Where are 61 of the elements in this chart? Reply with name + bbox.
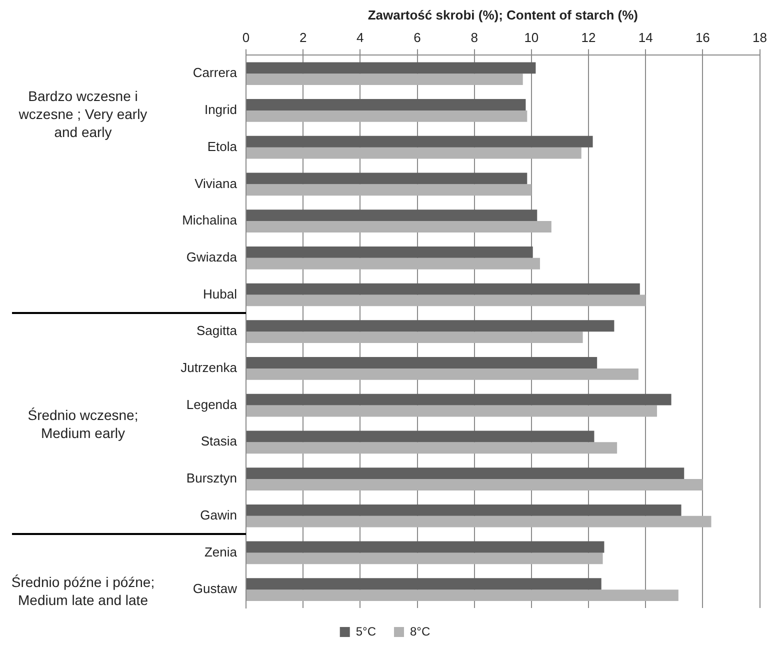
x-tick-label: 8 bbox=[470, 30, 478, 45]
bar bbox=[246, 468, 684, 480]
bar bbox=[246, 62, 536, 74]
x-axis-title: Zawartość skrobi (%); Content of starch (%) bbox=[368, 7, 638, 22]
y-tick-label: Jutrzenka bbox=[180, 360, 238, 376]
y-tick-label: Legenda bbox=[186, 396, 238, 412]
y-tick-label: Hubal bbox=[203, 286, 238, 302]
legend-label: 8°C bbox=[410, 624, 430, 638]
bar bbox=[246, 504, 682, 516]
bar bbox=[246, 221, 552, 232]
bar bbox=[246, 430, 594, 442]
bar bbox=[246, 147, 582, 159]
bar bbox=[246, 184, 532, 196]
bar bbox=[246, 442, 618, 454]
x-tick-label: 14 bbox=[638, 30, 653, 45]
bar bbox=[246, 246, 533, 258]
bar bbox=[246, 74, 523, 86]
legend-label: 5°C bbox=[356, 624, 376, 638]
bar bbox=[246, 99, 526, 110]
y-tick-label: Michalina bbox=[182, 212, 238, 228]
y-tick-label: Gawin bbox=[200, 507, 237, 522]
x-tick-label: 2 bbox=[299, 30, 307, 45]
x-tick-label: 4 bbox=[356, 30, 364, 45]
bar bbox=[246, 590, 678, 601]
bar bbox=[246, 136, 593, 148]
y-tick-label: Zenia bbox=[204, 544, 238, 560]
bar bbox=[246, 368, 638, 380]
bar bbox=[246, 283, 640, 295]
bar bbox=[246, 172, 528, 184]
y-tick-label: Bursztyn bbox=[186, 470, 237, 486]
x-tick-label: 18 bbox=[752, 30, 768, 45]
bar bbox=[246, 110, 528, 122]
x-tick-label: 6 bbox=[414, 30, 421, 45]
x-tick-label: 10 bbox=[524, 30, 539, 45]
y-tick-label: Sagitta bbox=[196, 323, 238, 338]
bar bbox=[246, 516, 712, 528]
x-tick-label: 16 bbox=[695, 30, 710, 45]
bar bbox=[246, 210, 538, 222]
text: Bardzo wczesne i wczesne ; Very early and early bbox=[18, 87, 148, 142]
x-tick-label: 0 bbox=[242, 30, 250, 45]
y-tick-label: Gwiazda bbox=[186, 249, 238, 264]
y-tick-label: Stasia bbox=[200, 434, 238, 449]
bar bbox=[246, 294, 646, 306]
y-tick-label: Gustaw bbox=[192, 581, 238, 596]
y-tick-label: Etola bbox=[207, 138, 238, 154]
bar bbox=[246, 578, 602, 590]
bar bbox=[246, 258, 540, 270]
bar bbox=[246, 552, 603, 564]
bar bbox=[246, 541, 604, 553]
text: Średnio późne i późne; Medium late and late bbox=[10, 573, 156, 610]
bar bbox=[246, 320, 614, 332]
y-tick-label: Ingrid bbox=[204, 102, 237, 118]
bar bbox=[246, 332, 583, 344]
y-tick-label: Carrera bbox=[192, 65, 238, 80]
text: Średnio wczesne; Medium early bbox=[26, 406, 140, 442]
bar bbox=[246, 405, 658, 417]
x-tick-label: 12 bbox=[581, 30, 596, 45]
bar bbox=[246, 357, 598, 368]
bar bbox=[246, 394, 672, 406]
bar bbox=[246, 479, 703, 490]
y-tick-label: Viviana bbox=[194, 176, 238, 191]
